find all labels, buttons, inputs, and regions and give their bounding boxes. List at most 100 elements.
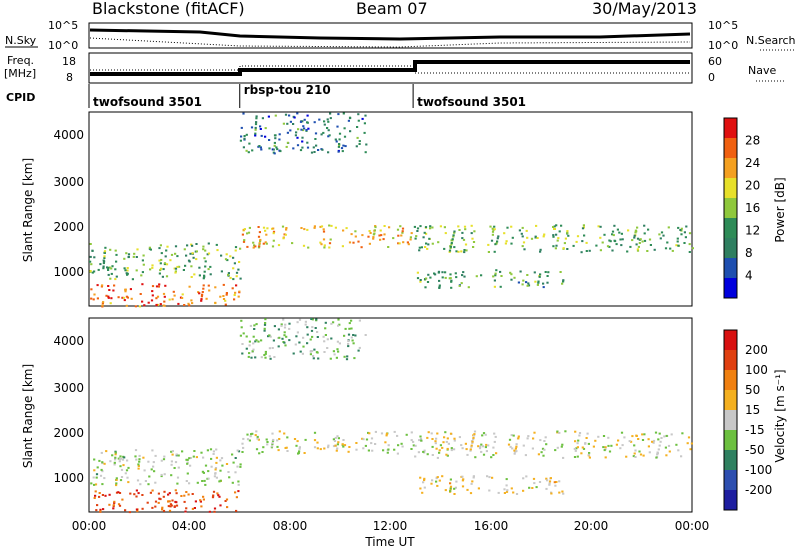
echo-point <box>354 334 357 337</box>
echo-point <box>147 301 150 304</box>
echo-point <box>216 492 219 495</box>
echo-point <box>160 258 163 261</box>
echo-point <box>109 460 112 463</box>
echo-point <box>369 232 372 234</box>
echo-point <box>684 236 687 239</box>
echo-point <box>680 233 683 236</box>
echo-point <box>637 245 640 248</box>
echo-point <box>426 281 430 283</box>
echo-point <box>122 464 125 467</box>
echo-point <box>577 439 580 442</box>
echo-point <box>356 126 359 128</box>
echo-point <box>211 496 215 499</box>
echo-point <box>304 320 307 323</box>
echo-point <box>417 451 420 454</box>
echo-point <box>370 442 373 445</box>
echo-point <box>264 322 267 324</box>
echo-point <box>284 113 288 116</box>
echo-point <box>288 322 291 325</box>
echo-point <box>658 432 661 435</box>
echo-point <box>295 444 298 447</box>
echo-point <box>258 231 261 234</box>
echo-point <box>285 335 288 338</box>
echo-point <box>647 228 650 231</box>
echo-point <box>424 246 427 248</box>
echo-point <box>335 140 338 143</box>
echo-point <box>188 285 191 288</box>
echo-point <box>595 244 598 247</box>
echo-point <box>495 269 498 272</box>
echo-point <box>198 266 201 269</box>
echo-point <box>470 444 473 447</box>
echo-point <box>126 267 129 269</box>
echo-point <box>195 250 198 253</box>
echo-point <box>471 442 474 444</box>
echo-point <box>174 271 177 274</box>
echo-point <box>207 470 210 473</box>
echo-point <box>602 435 606 437</box>
nave-label: Nave <box>748 64 776 77</box>
echo-point <box>109 248 112 251</box>
echo-point <box>260 148 263 151</box>
echo-point <box>296 331 299 334</box>
echo-point <box>629 245 632 248</box>
echo-point <box>283 331 286 334</box>
echo-point <box>142 456 145 459</box>
echo-point <box>472 241 476 243</box>
echo-point <box>313 431 317 434</box>
echo-point <box>423 477 426 480</box>
echo-point <box>195 258 198 261</box>
echo-point <box>255 121 258 124</box>
echo-point <box>449 273 452 276</box>
echo-point <box>193 273 196 276</box>
echo-point <box>147 460 150 463</box>
echo-point <box>210 457 213 460</box>
echo-point <box>262 242 265 245</box>
echo-point <box>461 274 464 277</box>
echo-point <box>254 134 257 137</box>
echo-point <box>407 243 410 246</box>
echo-point <box>358 319 361 322</box>
echo-point <box>288 327 291 330</box>
echo-point <box>258 452 261 455</box>
echo-point <box>397 444 400 447</box>
echo-point <box>337 150 340 153</box>
echo-point <box>352 334 355 336</box>
echo-point <box>232 256 235 259</box>
echo-point <box>135 508 138 511</box>
echo-point <box>262 226 266 229</box>
colorbar-segment <box>724 118 737 139</box>
echo-point <box>413 225 416 228</box>
echo-point <box>585 437 588 439</box>
echo-point <box>242 446 245 449</box>
echo-point <box>455 276 458 279</box>
echo-point <box>128 511 131 514</box>
echo-point <box>231 287 234 290</box>
echo-point <box>302 244 306 247</box>
nsearch-label: N.Search <box>746 34 796 47</box>
echo-point <box>453 246 456 249</box>
echo-point <box>285 145 288 148</box>
echo-point <box>657 448 660 451</box>
echo-point <box>320 133 323 136</box>
echo-point <box>438 449 441 452</box>
echo-point <box>434 442 437 445</box>
echo-point <box>277 244 281 247</box>
echo-point <box>90 288 93 291</box>
echo-point <box>200 295 203 298</box>
echo-point <box>492 454 495 456</box>
echo-point <box>248 439 251 442</box>
echo-point <box>264 356 267 359</box>
echo-point <box>115 484 118 487</box>
echo-point <box>574 430 577 433</box>
echo-point <box>641 240 644 243</box>
echo-point <box>675 443 678 446</box>
echo-point <box>338 342 341 345</box>
echo-point <box>243 137 246 140</box>
echo-point <box>619 238 622 241</box>
echo-point <box>521 245 524 248</box>
echo-point <box>199 499 202 502</box>
echo-point <box>127 481 130 484</box>
echo-point <box>307 246 310 249</box>
echo-point <box>130 297 133 300</box>
